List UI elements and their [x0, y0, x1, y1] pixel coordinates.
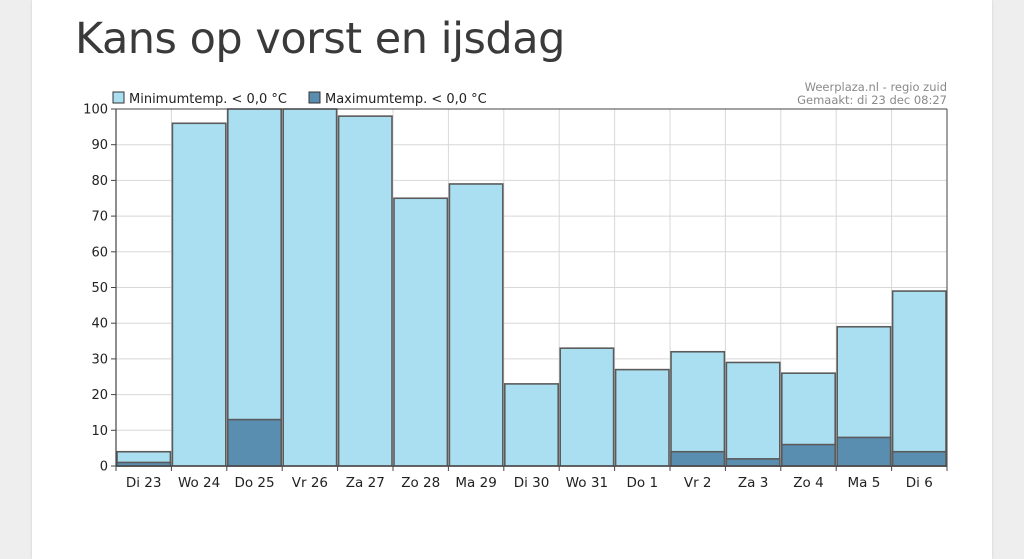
legend-swatch-max	[308, 91, 321, 104]
y-tick-label: 70	[91, 210, 108, 225]
x-tick-label: Wo 24	[178, 475, 220, 491]
y-tick-label: 40	[91, 317, 108, 332]
bar-min	[891, 290, 947, 467]
x-tick-label: Ma 29	[455, 475, 496, 491]
chart-legend: Minimumtemp. < 0,0 °C Maximumtemp. < 0,0 …	[112, 91, 487, 107]
credit-line: Weerplaza.nl - regio zuid	[805, 80, 947, 94]
x-tick-label: Di 6	[906, 475, 933, 491]
bar-min	[448, 183, 504, 467]
y-tick-label: 100	[83, 103, 108, 118]
y-tick-label: 0	[100, 460, 108, 475]
bar-max	[670, 450, 726, 467]
y-tick-label: 80	[91, 174, 108, 189]
bar-min	[393, 197, 449, 467]
bar-min	[227, 108, 283, 467]
legend-label-max: Maximumtemp. < 0,0 °C	[325, 92, 487, 107]
chart-bars	[116, 108, 947, 467]
bar-max	[780, 443, 836, 467]
chart-axes: 0 10 20 30 40 50 60 70 80 90 100 Di 23 Wo 24 Do 25 Vr …	[83, 103, 948, 491]
bar-min	[670, 350, 726, 467]
y-tick-label: 20	[91, 388, 108, 403]
x-tick-label: Wo 31	[566, 475, 608, 491]
x-tick-label: Za 3	[738, 475, 768, 491]
bar-max	[891, 450, 947, 467]
x-tick-label: Vr 26	[292, 475, 328, 491]
x-tick-label: Za 27	[346, 475, 385, 491]
x-tick-label: Di 23	[126, 475, 162, 491]
x-tick-label: Zo 28	[401, 475, 440, 491]
y-tick-label: 90	[91, 138, 108, 153]
bar-min	[171, 122, 227, 467]
y-tick-label: 50	[91, 281, 108, 296]
bar-min	[503, 383, 559, 467]
bar-min	[337, 115, 393, 467]
bar-min	[559, 347, 615, 467]
page-title: Kans op vorst en ijsdag	[75, 14, 565, 64]
bar-min	[614, 368, 670, 467]
legend-label-min: Minimumtemp. < 0,0 °C	[129, 92, 287, 107]
x-tick-label: Di 30	[514, 475, 550, 491]
credit-line: Gemaakt: di 23 dec 08:27	[797, 93, 947, 107]
x-tick-label: Vr 2	[684, 475, 712, 491]
y-tick-label: 10	[91, 424, 108, 439]
y-tick-label: 60	[91, 245, 108, 260]
bar-max	[725, 458, 781, 467]
bar-min	[725, 361, 781, 467]
y-tick-label: 30	[91, 352, 108, 367]
x-tick-label: Do 1	[627, 475, 659, 491]
x-tick-label: Zo 4	[793, 475, 823, 491]
bar-max	[227, 418, 283, 467]
legend-swatch-min	[112, 91, 125, 104]
bar-max	[836, 436, 892, 467]
bar-min	[282, 108, 338, 467]
x-tick-label: Ma 5	[847, 475, 880, 491]
x-tick-label: Do 25	[234, 475, 274, 491]
